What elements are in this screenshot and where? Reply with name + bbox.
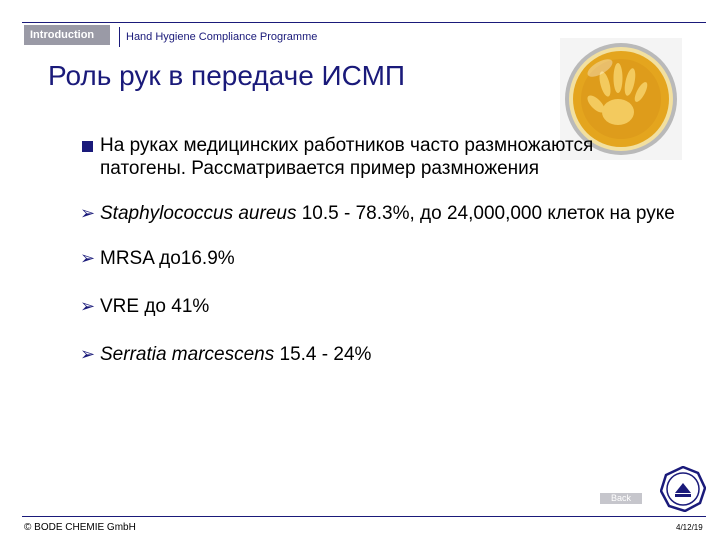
- copyright-text: © BODE CHEMIE GmbH: [24, 522, 136, 533]
- square-bullet-icon: [82, 141, 93, 152]
- list-item: ➢ VRE до 41%: [80, 296, 210, 317]
- list-item: На руках медицинских работников часто ра…: [80, 134, 680, 180]
- organism-name: Serratia marcescens: [100, 344, 275, 365]
- footer-rule: [22, 516, 706, 517]
- section-tab-introduction[interactable]: Introduction: [24, 25, 110, 45]
- arrow-bullet-icon: ➢: [80, 344, 96, 364]
- header-divider: [119, 27, 120, 47]
- slide-title: Роль рук в передаче ИСМП: [48, 60, 406, 91]
- handprint-petri-dish-image: [560, 38, 682, 160]
- arrow-bullet-icon: ➢: [80, 296, 96, 316]
- organism-name: Staphylococcus aureus: [100, 203, 297, 224]
- list-item: ➢ Serratia marcescens 15.4 - 24%: [80, 344, 372, 365]
- header-rule: [22, 22, 706, 23]
- program-title: Hand Hygiene Compliance Programme: [126, 31, 318, 43]
- arrow-bullet-icon: ➢: [80, 248, 96, 268]
- list-item: ➢ Staphylococcus aureus 10.5 - 78.3%, до…: [80, 203, 675, 224]
- certification-seal-icon: [659, 465, 707, 513]
- list-item: ➢ MRSA до16.9%: [80, 248, 235, 269]
- bullet-list: На руках медицинских работников часто ра…: [80, 134, 680, 366]
- arrow-bullet-icon: ➢: [80, 203, 96, 223]
- back-button[interactable]: Back: [600, 493, 642, 504]
- page-number: 4/12/19: [676, 523, 703, 532]
